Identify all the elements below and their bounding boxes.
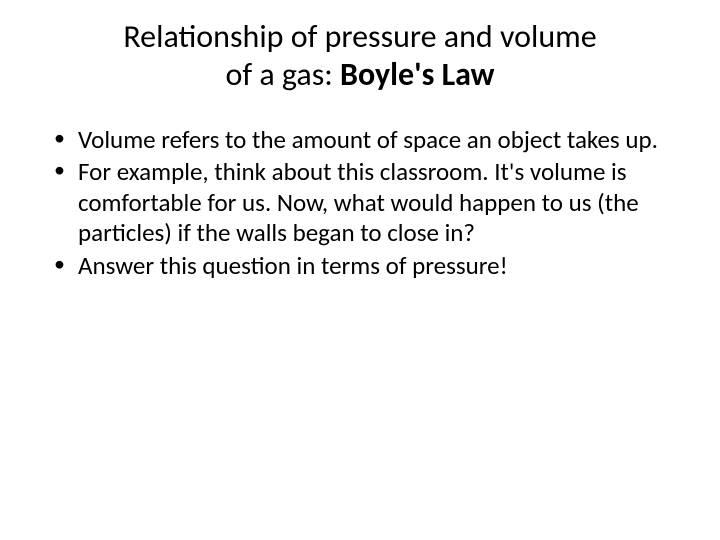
list-item: For example, think about this classroom.… (50, 157, 670, 249)
title-line2-plain: of a gas: (225, 55, 340, 94)
title-line1: Relationship of pressure and volume (123, 17, 596, 56)
slide-title: Relationship of pressure and volume of a… (50, 18, 670, 95)
bullet-list: Volume refers to the amount of space an … (50, 125, 670, 282)
list-item: Answer this question in terms of pressur… (50, 251, 670, 282)
title-line2-bold: Boyle's Law (340, 55, 494, 94)
list-item: Volume refers to the amount of space an … (50, 125, 670, 156)
